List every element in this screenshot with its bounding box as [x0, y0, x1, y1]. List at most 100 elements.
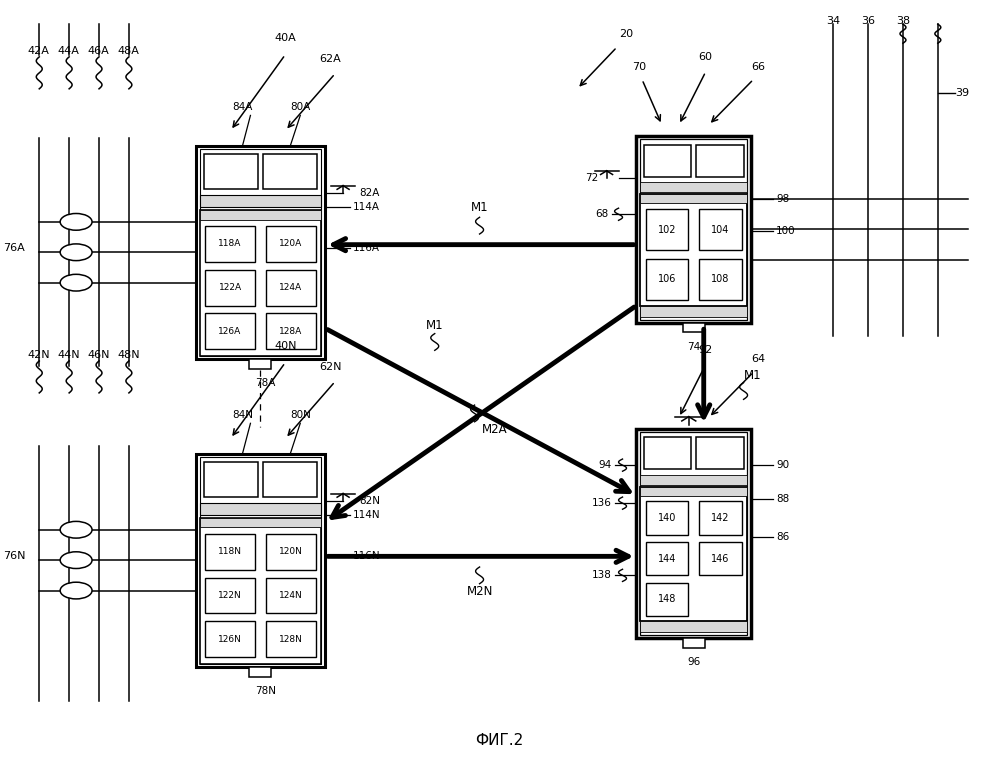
Bar: [200, 517, 321, 664]
Text: 146: 146: [711, 554, 729, 564]
Bar: [263, 154, 317, 189]
Text: 70: 70: [632, 62, 646, 72]
Bar: [263, 462, 317, 497]
Text: 72: 72: [585, 173, 598, 183]
Text: 80A: 80A: [290, 102, 311, 112]
Bar: [682, 638, 704, 648]
Text: M2N: M2N: [467, 585, 493, 598]
Bar: [646, 209, 688, 250]
Bar: [640, 487, 747, 496]
Text: 138: 138: [591, 571, 611, 581]
Text: 118N: 118N: [218, 547, 242, 556]
Bar: [205, 269, 255, 306]
Text: 62N: 62N: [319, 362, 342, 372]
Text: 40N: 40N: [274, 341, 297, 351]
Text: 82N: 82N: [359, 496, 380, 506]
Text: 124N: 124N: [279, 591, 303, 600]
Text: 116A: 116A: [353, 243, 380, 253]
Bar: [250, 359, 272, 369]
Bar: [205, 226, 255, 262]
Ellipse shape: [60, 244, 92, 261]
Text: 98: 98: [776, 194, 789, 204]
Text: M1: M1: [426, 319, 444, 332]
Text: 90: 90: [776, 460, 789, 470]
Text: 86: 86: [776, 533, 789, 542]
Bar: [250, 667, 272, 678]
Text: 92: 92: [698, 345, 713, 355]
Bar: [200, 503, 321, 515]
Text: 36: 36: [861, 16, 875, 26]
Bar: [646, 583, 688, 617]
Bar: [200, 210, 321, 220]
Text: M1: M1: [471, 201, 489, 214]
Text: 124A: 124A: [280, 283, 303, 292]
Ellipse shape: [60, 214, 92, 230]
Text: 116N: 116N: [353, 552, 381, 562]
Text: 106: 106: [658, 275, 676, 285]
Text: 128N: 128N: [279, 635, 303, 644]
Bar: [640, 194, 747, 203]
Text: M1: M1: [743, 369, 761, 382]
Text: 128A: 128A: [279, 327, 303, 336]
Bar: [646, 501, 688, 535]
Bar: [682, 323, 704, 333]
Bar: [636, 137, 751, 323]
Bar: [266, 533, 316, 570]
Bar: [640, 194, 747, 306]
Text: 38: 38: [896, 16, 910, 26]
Text: 84A: 84A: [233, 102, 253, 112]
Bar: [636, 429, 751, 638]
Text: 39: 39: [955, 88, 969, 98]
Text: 78N: 78N: [255, 686, 276, 696]
Bar: [696, 437, 743, 469]
Bar: [266, 578, 316, 613]
Bar: [644, 145, 691, 177]
Bar: [699, 259, 741, 300]
Text: 42N: 42N: [27, 350, 50, 360]
Bar: [266, 269, 316, 306]
Bar: [204, 154, 258, 189]
Text: 82A: 82A: [359, 188, 380, 198]
Text: 44A: 44A: [57, 46, 79, 56]
Text: 20: 20: [619, 30, 633, 40]
Text: 148: 148: [658, 594, 676, 604]
Bar: [644, 437, 691, 469]
Bar: [205, 621, 255, 657]
Bar: [640, 621, 747, 632]
Bar: [266, 621, 316, 657]
Text: 78A: 78A: [255, 378, 276, 388]
Bar: [640, 140, 747, 320]
Bar: [696, 145, 743, 177]
Text: 104: 104: [711, 224, 729, 235]
Bar: [196, 454, 325, 667]
Bar: [640, 487, 747, 621]
Bar: [640, 475, 747, 485]
Text: 122A: 122A: [219, 283, 242, 292]
Bar: [200, 517, 321, 527]
Bar: [640, 432, 747, 635]
Text: 74: 74: [687, 342, 700, 352]
Bar: [200, 210, 321, 356]
Bar: [640, 182, 747, 192]
Text: 88: 88: [776, 494, 789, 504]
Text: 96: 96: [687, 657, 700, 667]
Text: 126N: 126N: [218, 635, 242, 644]
Text: 80N: 80N: [290, 410, 311, 420]
Text: 118A: 118A: [219, 240, 242, 248]
Text: 68: 68: [595, 209, 608, 219]
Bar: [205, 314, 255, 349]
Text: 108: 108: [711, 275, 729, 285]
Text: 136: 136: [591, 498, 611, 508]
Ellipse shape: [60, 552, 92, 568]
Text: 60: 60: [698, 52, 712, 62]
Ellipse shape: [60, 521, 92, 538]
Text: 62A: 62A: [320, 53, 341, 64]
Bar: [699, 501, 741, 535]
Text: 66: 66: [751, 62, 765, 72]
Text: 114A: 114A: [353, 201, 380, 211]
Bar: [200, 149, 321, 356]
Text: ФИГ.2: ФИГ.2: [476, 733, 523, 748]
Text: 142: 142: [711, 513, 729, 523]
Text: 84N: 84N: [232, 410, 253, 420]
Bar: [646, 259, 688, 300]
